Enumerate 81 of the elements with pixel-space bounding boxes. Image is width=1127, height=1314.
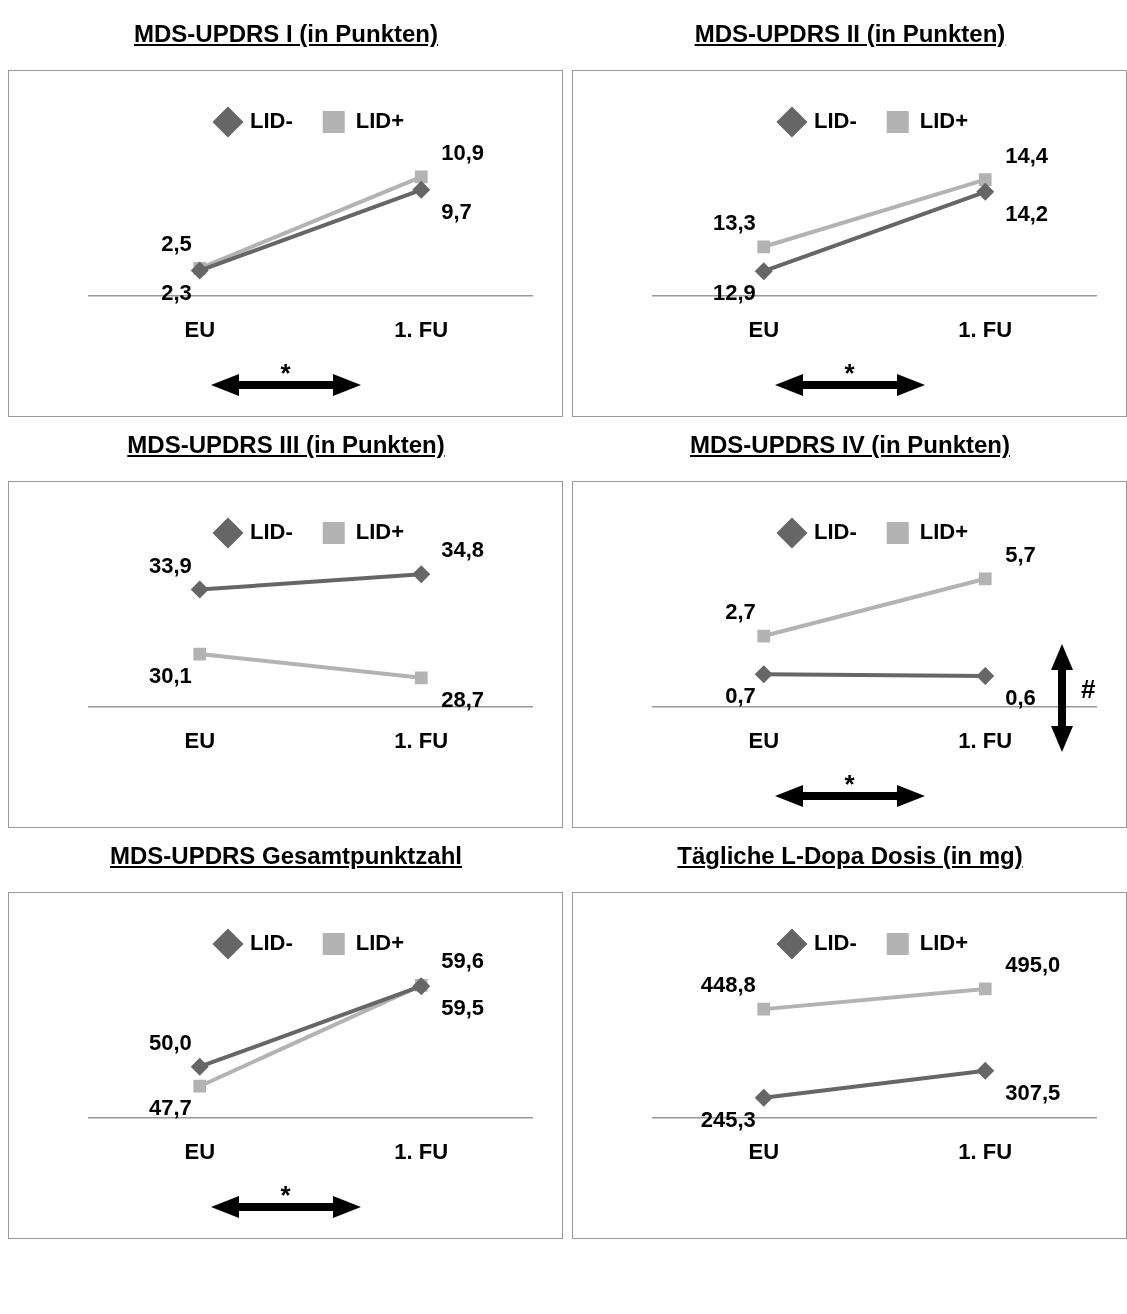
x-tick-label: 1. FU bbox=[394, 316, 449, 342]
data-label: 14,4 bbox=[1005, 142, 1049, 168]
data-label: 33,9 bbox=[148, 552, 192, 578]
x-tick-label: 1. FU bbox=[394, 727, 449, 753]
legend-label: LID- bbox=[813, 108, 857, 134]
legend-label: LID- bbox=[813, 930, 857, 956]
data-label: 30,1 bbox=[148, 663, 192, 689]
chart-title: MDS-UPDRS II (in Punkten) bbox=[693, 20, 1007, 49]
legend-label: LID+ bbox=[919, 930, 969, 956]
text: * bbox=[843, 358, 856, 389]
point bbox=[757, 240, 771, 254]
point bbox=[193, 1079, 207, 1093]
point bbox=[412, 565, 431, 584]
point bbox=[412, 977, 431, 996]
point bbox=[976, 182, 995, 201]
point bbox=[757, 629, 771, 643]
x-tick-label: EU bbox=[184, 1138, 216, 1164]
data-label: 47,7 bbox=[148, 1095, 192, 1121]
x-tick-label: 1. FU bbox=[958, 316, 1013, 342]
point bbox=[978, 982, 992, 996]
point bbox=[190, 1057, 209, 1076]
data-label: 2,3 bbox=[161, 279, 192, 305]
legend-label: LID- bbox=[249, 930, 293, 956]
point bbox=[414, 170, 428, 184]
text: * bbox=[279, 358, 292, 389]
x-tick-label: EU bbox=[184, 316, 216, 342]
legend-label: LID+ bbox=[355, 108, 405, 134]
text: * bbox=[279, 1180, 292, 1211]
point bbox=[757, 1002, 771, 1016]
text: * bbox=[843, 769, 856, 800]
point bbox=[976, 1061, 995, 1080]
chart-title: MDS-UPDRS III (in Punkten) bbox=[126, 431, 446, 460]
data-label: 10,9 bbox=[441, 139, 485, 165]
x-tick-label: EU bbox=[748, 727, 780, 753]
legend-label: LID+ bbox=[919, 108, 969, 134]
x-tick-label: 1. FU bbox=[394, 1138, 449, 1164]
x-tick-label: 1. FU bbox=[958, 1138, 1013, 1164]
data-label: 34,8 bbox=[441, 537, 485, 563]
data-label: 5,7 bbox=[1005, 541, 1036, 567]
x-tick-label: EU bbox=[184, 727, 216, 753]
legend-label: LID- bbox=[249, 108, 293, 134]
data-label: 59,5 bbox=[441, 995, 485, 1021]
point bbox=[190, 580, 209, 599]
point bbox=[754, 665, 773, 684]
data-label: 28,7 bbox=[441, 686, 485, 712]
data-label: 2,5 bbox=[161, 231, 192, 257]
data-label: 59,6 bbox=[441, 948, 485, 974]
point bbox=[414, 671, 428, 685]
data-label: 50,0 bbox=[148, 1029, 192, 1055]
data-label: 14,2 bbox=[1005, 200, 1049, 226]
point bbox=[978, 572, 992, 586]
legend-label: LID- bbox=[813, 519, 857, 545]
data-label: 12,9 bbox=[712, 280, 756, 306]
x-tick-label: 1. FU bbox=[958, 727, 1013, 753]
data-label: 245,3 bbox=[700, 1106, 756, 1132]
data-label: 448,8 bbox=[700, 972, 756, 998]
data-label: 495,0 bbox=[1005, 952, 1061, 978]
chart-title: MDS-UPDRS Gesamtpunktzahl bbox=[108, 842, 463, 871]
chart-title: Tägliche L-Dopa Dosis (in mg) bbox=[676, 842, 1024, 871]
point bbox=[190, 261, 209, 280]
legend-label: LID+ bbox=[355, 930, 405, 956]
point bbox=[976, 667, 995, 686]
x-tick-label: EU bbox=[748, 1138, 780, 1164]
data-label: 307,5 bbox=[1005, 1079, 1061, 1105]
legend-label: LID+ bbox=[355, 519, 405, 545]
point bbox=[412, 180, 431, 199]
point bbox=[978, 173, 992, 186]
chart-title: MDS-UPDRS IV (in Punkten) bbox=[689, 431, 1011, 460]
point bbox=[754, 262, 773, 281]
data-label: 0,7 bbox=[725, 683, 756, 709]
legend-label: LID+ bbox=[919, 519, 969, 545]
data-label: 13,3 bbox=[712, 209, 756, 235]
data-label: 0,6 bbox=[1005, 685, 1036, 711]
point bbox=[193, 647, 207, 661]
data-label: 9,7 bbox=[441, 198, 472, 224]
data-label: 2,7 bbox=[725, 599, 756, 625]
x-tick-label: EU bbox=[748, 316, 780, 342]
chart-title: MDS-UPDRS I (in Punkten) bbox=[133, 20, 439, 49]
point bbox=[754, 1088, 773, 1107]
annotation: # bbox=[1081, 674, 1096, 705]
legend-label: LID- bbox=[249, 519, 293, 545]
